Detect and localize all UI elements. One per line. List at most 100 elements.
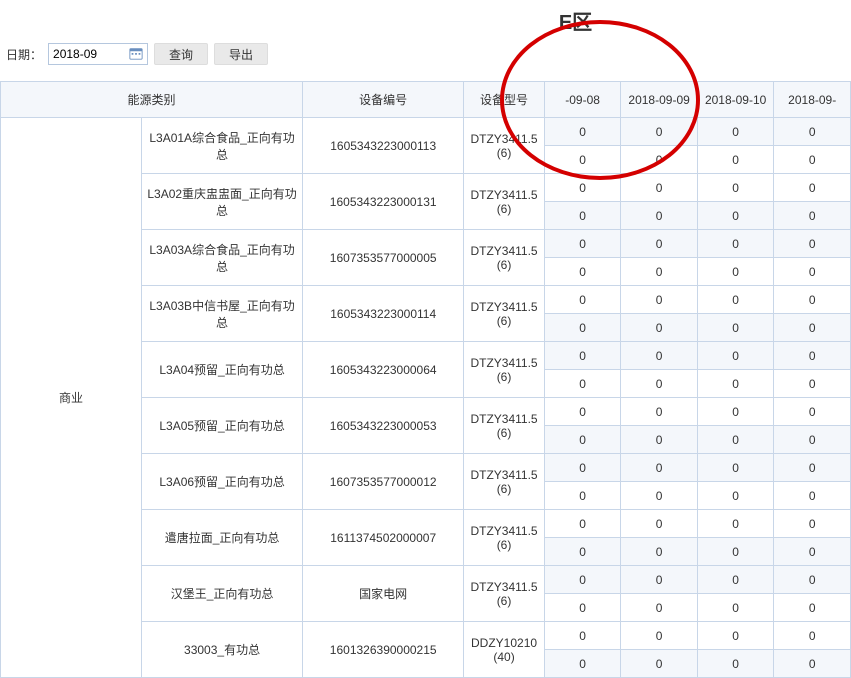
query-button[interactable]: 查询 [154, 43, 208, 65]
row-name: L3A06预留_正向有功总 [141, 454, 302, 510]
row-value: 0 [544, 454, 621, 482]
row-name: L3A05预留_正向有功总 [141, 398, 302, 454]
row-name: 遣唐拉面_正向有功总 [141, 510, 302, 566]
row-device: 1605343223000131 [303, 174, 464, 230]
row-device: 1605343223000053 [303, 398, 464, 454]
row-value: 0 [774, 370, 851, 398]
row-value: 0 [544, 594, 621, 622]
row-name: L3A02重庆盅盅面_正向有功总 [141, 174, 302, 230]
row-value: 0 [621, 314, 698, 342]
row-value: 0 [621, 370, 698, 398]
table-header-row: 能源类别 设备编号 设备型号 -09-08 2018-09-09 2018-09… [1, 82, 851, 118]
row-value: 0 [774, 118, 851, 146]
row-value: 0 [621, 258, 698, 286]
row-value: 0 [544, 622, 621, 650]
row-value: 0 [774, 398, 851, 426]
row-value: 0 [697, 566, 774, 594]
col-date-3: 2018-09-10 [697, 82, 774, 118]
row-value: 0 [774, 622, 851, 650]
row-name: 汉堡王_正向有功总 [141, 566, 302, 622]
col-energy-category: 能源类别 [1, 82, 303, 118]
row-value: 0 [774, 174, 851, 202]
row-value: 0 [621, 426, 698, 454]
page-title: E区 [300, 0, 851, 39]
row-value: 0 [697, 314, 774, 342]
row-value: 0 [697, 258, 774, 286]
row-value: 0 [621, 202, 698, 230]
row-value: 0 [621, 174, 698, 202]
row-name: 33003_有功总 [141, 622, 302, 678]
row-value: 0 [621, 650, 698, 678]
table-row: 商业L3A01A综合食品_正向有功总1605343223000113DTZY34… [1, 118, 851, 146]
row-value: 0 [621, 566, 698, 594]
row-value: 0 [697, 118, 774, 146]
row-model: DTZY3411.5(6) [464, 286, 545, 342]
row-value: 0 [621, 118, 698, 146]
row-value: 0 [697, 286, 774, 314]
row-value: 0 [697, 622, 774, 650]
row-value: 0 [544, 426, 621, 454]
row-name: L3A03B中信书屋_正向有功总 [141, 286, 302, 342]
row-value: 0 [697, 510, 774, 538]
calendar-icon [129, 46, 143, 63]
row-value: 0 [774, 454, 851, 482]
row-value: 0 [544, 342, 621, 370]
row-value: 0 [697, 454, 774, 482]
row-value: 0 [774, 510, 851, 538]
row-name: L3A03A综合食品_正向有功总 [141, 230, 302, 286]
row-value: 0 [697, 202, 774, 230]
row-value: 0 [544, 538, 621, 566]
row-value: 0 [544, 482, 621, 510]
date-input[interactable]: 2018-09 [48, 43, 148, 65]
row-value: 0 [697, 650, 774, 678]
row-value: 0 [774, 538, 851, 566]
row-value: 0 [544, 398, 621, 426]
row-value: 0 [774, 286, 851, 314]
row-model: DTZY3411.5(6) [464, 118, 545, 174]
row-value: 0 [621, 454, 698, 482]
row-value: 0 [774, 426, 851, 454]
row-device: 1611374502000007 [303, 510, 464, 566]
row-value: 0 [544, 118, 621, 146]
row-model: DTZY3411.5(6) [464, 174, 545, 230]
row-value: 0 [774, 594, 851, 622]
row-model: DTZY3411.5(6) [464, 454, 545, 510]
row-value: 0 [544, 314, 621, 342]
row-value: 0 [544, 286, 621, 314]
row-model: DTZY3411.5(6) [464, 510, 545, 566]
row-value: 0 [774, 258, 851, 286]
row-device: 1601326390000215 [303, 622, 464, 678]
row-value: 0 [621, 510, 698, 538]
row-device: 国家电网 [303, 566, 464, 622]
row-device: 1605343223000114 [303, 286, 464, 342]
row-value: 0 [621, 146, 698, 174]
row-value: 0 [544, 174, 621, 202]
row-model: DTZY3411.5(6) [464, 398, 545, 454]
row-value: 0 [697, 482, 774, 510]
date-value: 2018-09 [53, 47, 97, 61]
row-value: 0 [621, 398, 698, 426]
date-label: 日期： [6, 46, 42, 63]
export-button[interactable]: 导出 [214, 43, 268, 65]
row-value: 0 [697, 146, 774, 174]
col-date-4: 2018-09- [774, 82, 851, 118]
row-model: DTZY3411.5(6) [464, 230, 545, 286]
row-value: 0 [697, 398, 774, 426]
row-device: 1607353577000012 [303, 454, 464, 510]
row-value: 0 [774, 566, 851, 594]
row-value: 0 [697, 538, 774, 566]
row-model: DTZY3411.5(6) [464, 342, 545, 398]
row-value: 0 [544, 650, 621, 678]
row-value: 0 [621, 286, 698, 314]
row-value: 0 [774, 202, 851, 230]
row-value: 0 [697, 342, 774, 370]
row-value: 0 [621, 482, 698, 510]
row-value: 0 [697, 370, 774, 398]
col-date-2: 2018-09-09 [621, 82, 698, 118]
row-value: 0 [544, 202, 621, 230]
data-table: 能源类别 设备编号 设备型号 -09-08 2018-09-09 2018-09… [0, 81, 851, 678]
row-value: 0 [697, 594, 774, 622]
row-value: 0 [621, 230, 698, 258]
row-device: 1605343223000113 [303, 118, 464, 174]
row-value: 0 [544, 258, 621, 286]
